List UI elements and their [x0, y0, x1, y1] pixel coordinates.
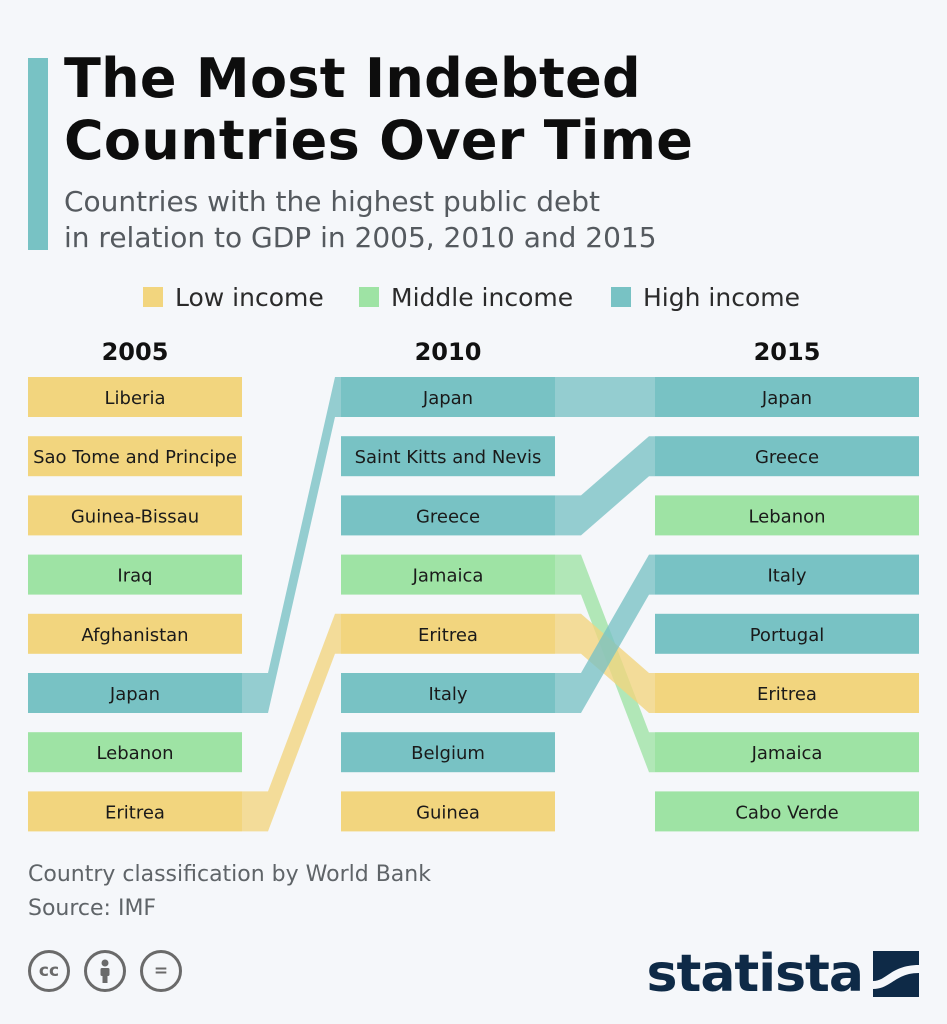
bar-2005-lebanon [28, 732, 242, 773]
bar-2010-saint-kitts-and-nevis [341, 436, 555, 477]
label-2005-japan: Japan [109, 684, 160, 705]
label-2015-jamaica: Jamaica [751, 743, 823, 764]
legend-swatch-middle [359, 287, 379, 307]
bar-2010-jamaica [341, 554, 555, 595]
legend-label-middle: Middle income [391, 282, 574, 312]
label-2005-eritrea: Eritrea [105, 802, 165, 823]
connector-jamaica-4 [555, 554, 655, 773]
label-2015-japan: Japan [761, 388, 812, 409]
label-2010-eritrea: Eritrea [418, 625, 478, 646]
bar-2010-eritrea [341, 613, 555, 654]
ranking-chart: 2005 2010 2015 Liberia Sao Tome and Principe… [28, 338, 919, 832]
title-line-2: Countries Over Time [64, 109, 694, 172]
title-accent-bar [28, 58, 48, 250]
connector-eritrea-1 [242, 613, 341, 832]
year-header-2005: 2005 [102, 338, 169, 366]
bar-2015-portugal [655, 613, 919, 654]
bar-2005-japan [28, 673, 242, 713]
bar-2005-iraq [28, 554, 242, 595]
bar-2005-liberia [28, 377, 242, 417]
bar-2010-italy [341, 673, 555, 713]
bar-2015-italy [655, 554, 919, 595]
legend-item-low: Low income [143, 279, 324, 315]
label-2015-italy: Italy [767, 566, 806, 587]
statista-logo-text: statista [646, 944, 864, 1004]
label-2010-italy: Italy [428, 684, 467, 705]
bar-2005-guinea-bissau [28, 495, 242, 536]
bar-2010-japan [341, 377, 555, 417]
bar-2005-sao-tome-and-principe [28, 436, 242, 477]
label-2010-saint-kitts-and-nevis: Saint Kitts and Nevis [355, 447, 542, 468]
label-2005-iraq: Iraq [117, 566, 152, 587]
license-icons: cc = [28, 950, 182, 992]
label-2005-lebanon: Lebanon [96, 743, 173, 764]
label-2015-greece: Greece [755, 447, 819, 468]
bar-2015-lebanon [655, 495, 919, 536]
connector-japan-2 [555, 377, 655, 417]
subtitle-line-2: in relation to GDP in 2005, 2010 and 201… [64, 221, 657, 254]
legend-label-high: High income [643, 282, 800, 312]
bar-2015-jamaica [655, 732, 919, 773]
label-2005-liberia: Liberia [105, 388, 166, 409]
legend-swatch-high [611, 287, 631, 307]
label-2015-cabo-verde: Cabo Verde [735, 802, 838, 823]
connector-italy-6 [555, 554, 655, 713]
nd-equals-icon[interactable]: = [140, 950, 182, 992]
source-note: Source: IMF [28, 896, 157, 921]
label-2005-afghanistan: Afghanistan [81, 625, 188, 646]
bar-2010-belgium [341, 732, 555, 773]
bar-2010-greece [341, 495, 555, 536]
year-header-2015: 2015 [754, 338, 821, 366]
legend-swatch-low [143, 287, 163, 307]
title-line-1: The Most Indebted [64, 47, 641, 110]
statista-logo[interactable]: statista [647, 944, 919, 1004]
connector-japan-0 [242, 377, 341, 713]
label-2010-japan: Japan [422, 388, 473, 409]
by-attribution-icon[interactable] [84, 950, 126, 992]
label-2010-greece: Greece [416, 506, 480, 527]
chart-subtitle: Countries with the highest public debt i… [64, 184, 924, 256]
year-header-2010: 2010 [415, 338, 482, 366]
connector-greece-3 [555, 436, 655, 536]
legend-item-middle: Middle income [359, 279, 573, 315]
statista-logo-mark-icon [873, 951, 919, 997]
legend: Low income Middle income High income [0, 279, 947, 315]
label-2005-guinea-bissau: Guinea-Bissau [71, 506, 199, 527]
bar-2015-eritrea [655, 673, 919, 713]
subtitle-line-1: Countries with the highest public debt [64, 185, 600, 218]
bar-2015-greece [655, 436, 919, 477]
bar-2005-eritrea [28, 791, 242, 832]
label-2015-portugal: Portugal [750, 625, 825, 646]
legend-item-high: High income [611, 279, 800, 315]
chart-title: The Most Indebted Countries Over Time [64, 48, 924, 172]
label-2015-eritrea: Eritrea [757, 684, 817, 705]
label-2005-sao-tome-and-principe: Sao Tome and Principe [33, 447, 237, 468]
bar-2005-afghanistan [28, 613, 242, 654]
label-2010-belgium: Belgium [411, 743, 485, 764]
label-2010-jamaica: Jamaica [412, 566, 484, 587]
bar-2015-cabo-verde [655, 791, 919, 832]
cc-icon[interactable]: cc [28, 950, 70, 992]
bar-2010-guinea [341, 791, 555, 832]
label-2015-lebanon: Lebanon [748, 506, 825, 527]
label-2010-guinea: Guinea [416, 802, 480, 823]
classification-note: Country classification by World Bank [28, 862, 431, 887]
footnote: Country classification by World Bank Sou… [28, 858, 431, 926]
legend-label-low: Low income [175, 282, 324, 312]
bar-2015-japan [655, 377, 919, 417]
